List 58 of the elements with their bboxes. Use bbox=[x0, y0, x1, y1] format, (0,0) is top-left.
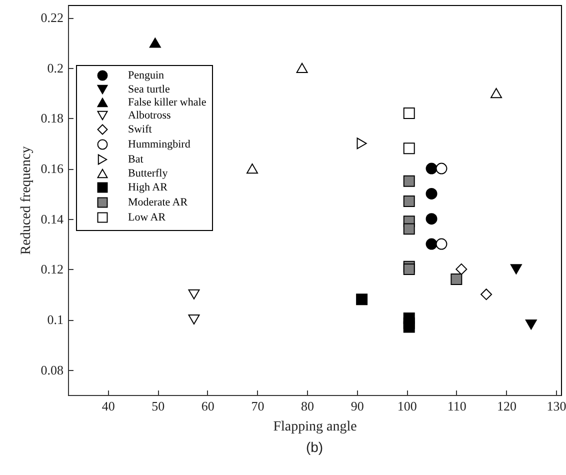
x-tick-label: 40 bbox=[102, 398, 115, 414]
legend-label: Swift bbox=[128, 124, 152, 136]
point bbox=[149, 38, 161, 48]
x-tick-label: 70 bbox=[251, 398, 264, 414]
x-tick-label: 130 bbox=[546, 398, 566, 414]
x-tick-label: 90 bbox=[350, 398, 364, 414]
legend-label: High AR bbox=[128, 182, 168, 194]
legend-label: Sea turtle bbox=[128, 84, 170, 96]
y-tick-label: 0.12 bbox=[40, 262, 64, 277]
point bbox=[356, 138, 367, 150]
x-tick-label: 110 bbox=[447, 398, 466, 414]
point bbox=[296, 62, 308, 73]
legend-label: Low AR bbox=[128, 212, 166, 224]
y-tick-label: 0.18 bbox=[40, 110, 64, 126]
y-tick-label: 0.22 bbox=[40, 10, 64, 26]
y-tick-label: 0.08 bbox=[40, 362, 64, 378]
point bbox=[456, 263, 468, 275]
point bbox=[403, 196, 415, 207]
point bbox=[426, 162, 438, 174]
x-tick-label: 80 bbox=[301, 398, 314, 414]
point bbox=[403, 223, 415, 235]
legend-label: Penguin bbox=[128, 70, 165, 82]
point bbox=[356, 294, 368, 306]
legend-label: Hummingbird bbox=[128, 138, 191, 150]
text: (b) bbox=[306, 439, 324, 455]
point bbox=[188, 289, 200, 300]
point bbox=[403, 142, 415, 154]
point bbox=[450, 274, 462, 285]
point bbox=[510, 264, 522, 274]
point bbox=[403, 321, 415, 333]
point bbox=[246, 164, 258, 174]
y-tick-label: 0.2 bbox=[47, 60, 64, 76]
point bbox=[436, 162, 448, 174]
legend-label: False killer whale bbox=[128, 96, 206, 108]
y-tick-label: 0.16 bbox=[40, 161, 64, 176]
point bbox=[426, 238, 438, 250]
y-axis-title: Reduced frequency bbox=[18, 146, 34, 255]
point bbox=[480, 288, 492, 300]
x-tick-label: 50 bbox=[152, 398, 165, 414]
point bbox=[403, 107, 415, 119]
point bbox=[436, 238, 448, 250]
y-tick-label: 0.14 bbox=[40, 211, 64, 226]
point bbox=[426, 213, 438, 225]
x-tick-label: 60 bbox=[201, 398, 214, 414]
x-tick-label: 120 bbox=[496, 398, 516, 414]
x-tick-label: 100 bbox=[397, 398, 417, 414]
x-axis-title: Flapping angle bbox=[273, 420, 357, 434]
point bbox=[403, 263, 415, 275]
point bbox=[403, 175, 415, 187]
point bbox=[188, 314, 200, 325]
legend-label: Albotross bbox=[128, 110, 171, 122]
legend-label: Butterfly bbox=[128, 168, 168, 180]
point bbox=[490, 88, 502, 98]
legend-label: Bat bbox=[128, 154, 144, 166]
y-tick-label: 0.1 bbox=[47, 312, 64, 328]
legend-label: Moderate AR bbox=[128, 196, 188, 208]
point bbox=[525, 320, 537, 330]
point bbox=[426, 188, 438, 200]
